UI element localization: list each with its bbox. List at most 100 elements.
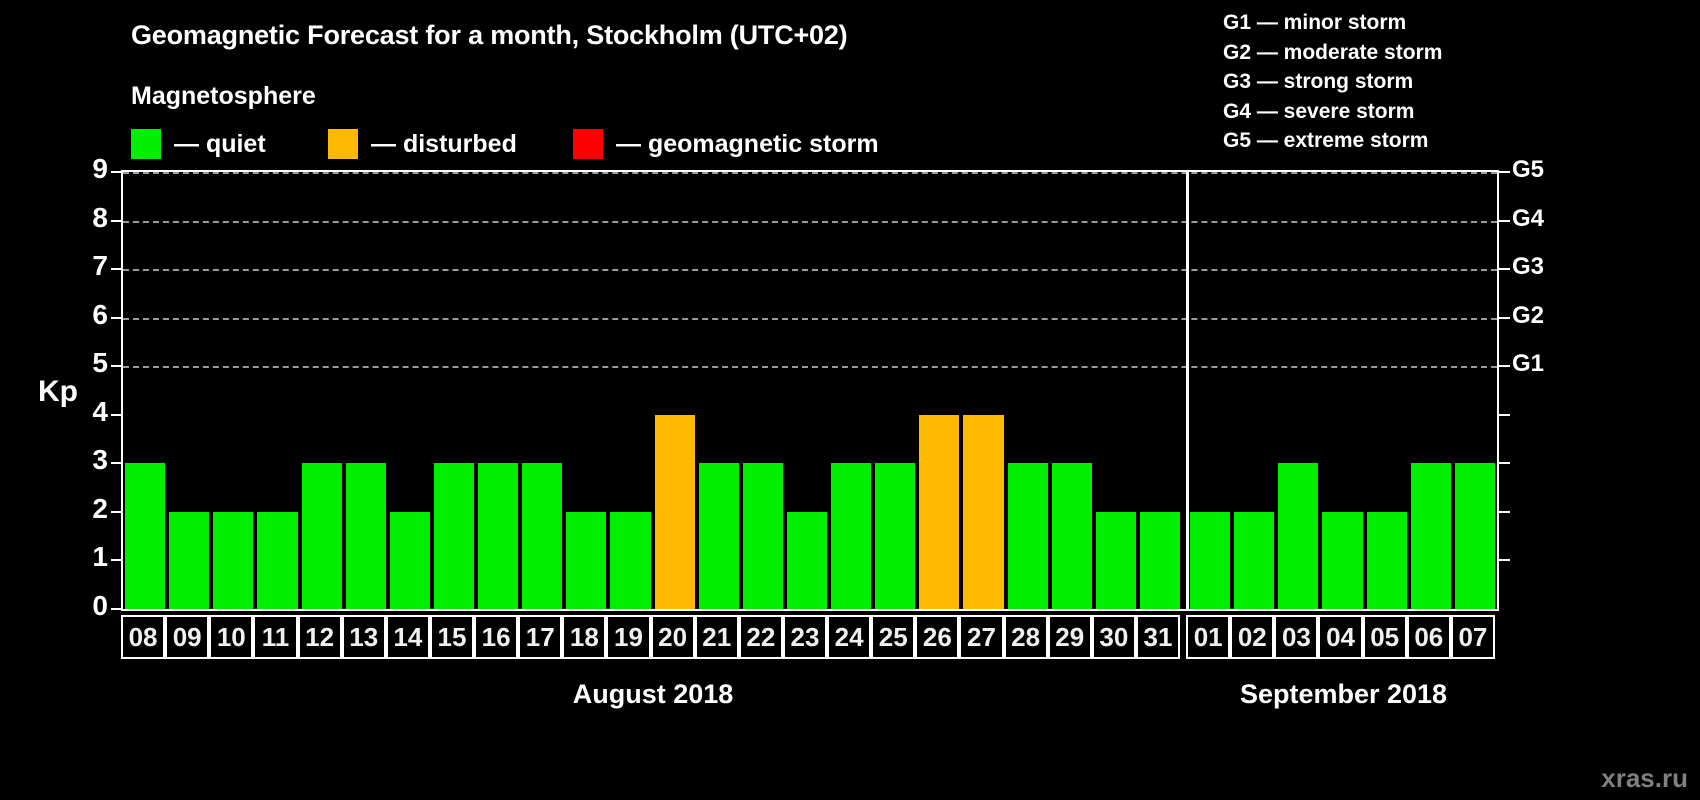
- bar-25: [875, 463, 916, 609]
- date-label-14: 14: [385, 615, 430, 659]
- y-axis-label: Kp: [38, 375, 78, 408]
- bar-11: [257, 511, 298, 609]
- date-label-25: 25: [871, 615, 916, 659]
- date-label-20: 20: [650, 615, 695, 659]
- legend-item-2: — geomagnetic storm: [573, 128, 879, 160]
- date-label-17: 17: [518, 615, 563, 659]
- y-tick-label-5: 5: [92, 347, 108, 379]
- legend-swatch-icon: [573, 129, 603, 159]
- subtitle-magnetosphere: Magnetosphere: [131, 82, 316, 110]
- y-tick-mark-4: [111, 413, 123, 416]
- bar-14: [389, 511, 430, 609]
- date-label-31: 31: [1135, 615, 1181, 659]
- y-tick-label-8: 8: [92, 201, 108, 233]
- bar-13: [345, 463, 386, 609]
- legend-label: — geomagnetic storm: [616, 129, 879, 158]
- bar-23: [786, 511, 828, 609]
- date-label-24: 24: [827, 615, 872, 659]
- g-minor-tick-kp-4: [1499, 413, 1510, 416]
- bar-30: [1095, 511, 1136, 609]
- date-label-09: 09: [165, 615, 210, 659]
- bar-01: [1190, 511, 1231, 609]
- bar-16: [478, 463, 519, 609]
- bar-28: [1007, 463, 1048, 609]
- y-tick-label-3: 3: [92, 444, 108, 476]
- g-scale-legend: G1 — minor storm G2 — moderate storm G3 — …: [1223, 8, 1442, 156]
- bar-06: [1410, 463, 1451, 609]
- bar-10: [213, 511, 254, 609]
- date-label-04: 04: [1318, 615, 1363, 659]
- date-label-10: 10: [209, 615, 254, 659]
- date-label-18: 18: [562, 615, 607, 659]
- bar-20: [654, 414, 695, 609]
- gridline-kp-8: [123, 220, 1497, 223]
- month-caption-0: August 2018: [572, 679, 734, 709]
- legend-swatch-icon: [131, 129, 161, 159]
- g-minor-tick-kp-3: [1499, 462, 1510, 465]
- y-tick-mark-9: [111, 171, 123, 173]
- g-minor-tick-kp-1: [1499, 559, 1510, 562]
- gscale-row-2: G2 — moderate storm: [1223, 40, 1443, 64]
- bar-08: [125, 463, 166, 609]
- g-tick-label-G1: G1: [1512, 350, 1545, 378]
- y-tick-mark-7: [111, 268, 123, 271]
- g-tick-label-G4: G4: [1512, 204, 1545, 232]
- date-label-28: 28: [1003, 615, 1048, 659]
- date-label-01: 01: [1186, 615, 1231, 659]
- date-label-03: 03: [1274, 615, 1319, 659]
- y-tick-label-2: 2: [92, 492, 108, 524]
- gridline-kp-9: [123, 172, 1497, 174]
- bar-07: [1454, 463, 1495, 609]
- month-caption-1: September 2018: [1239, 679, 1448, 709]
- gridline-kp-5: [123, 366, 1497, 369]
- date-label-08: 08: [121, 615, 166, 659]
- y-tick-label-1: 1: [92, 541, 108, 573]
- date-label-12: 12: [297, 615, 342, 659]
- date-label-21: 21: [694, 615, 739, 659]
- date-label-11: 11: [253, 615, 298, 659]
- date-label-26: 26: [915, 615, 960, 659]
- date-label-15: 15: [429, 615, 475, 659]
- y-tick-label-7: 7: [92, 250, 108, 282]
- y-tick-mark-8: [111, 219, 123, 222]
- bar-26: [919, 414, 960, 609]
- g-tick-label-G5: G5: [1512, 156, 1545, 183]
- bar-09: [169, 511, 210, 609]
- date-label-19: 19: [606, 615, 651, 659]
- date-label-30: 30: [1091, 615, 1136, 659]
- bar-18: [566, 511, 607, 609]
- date-label-27: 27: [959, 615, 1004, 659]
- gscale-row-5: G5 — extreme storm: [1223, 129, 1429, 152]
- bar-17: [522, 463, 563, 609]
- y-tick-mark-2: [111, 510, 123, 513]
- gscale-row-1: G1 — minor storm: [1223, 11, 1407, 34]
- y-tick-mark-0: [111, 608, 123, 610]
- y-tick-label-0: 0: [92, 590, 108, 621]
- legend-swatch-icon: [328, 129, 358, 159]
- g-tick-label-G3: G3: [1512, 253, 1545, 281]
- bar-29: [1051, 463, 1092, 609]
- gridline-kp-6: [123, 317, 1497, 320]
- y-tick-mark-3: [111, 462, 123, 465]
- y-tick-mark-1: [111, 559, 123, 562]
- month-separator: [1185, 172, 1189, 609]
- bar-19: [610, 511, 651, 609]
- date-label-22: 22: [738, 615, 783, 659]
- date-label-02: 02: [1230, 615, 1275, 659]
- g-tick-label-G2: G2: [1512, 301, 1545, 329]
- bar-21: [698, 463, 739, 609]
- bar-31: [1139, 511, 1181, 609]
- bar-05: [1366, 511, 1407, 609]
- date-label-07: 07: [1450, 615, 1495, 659]
- g-tick-mark-G5: [1499, 171, 1510, 173]
- legend-label: — quiet: [174, 129, 266, 158]
- bar-02: [1234, 511, 1275, 609]
- g-tick-mark-G3: [1499, 268, 1510, 271]
- gscale-row-3: G3 — strong storm: [1223, 70, 1414, 93]
- y-tick-label-9: 9: [92, 153, 108, 184]
- y-tick-label-6: 6: [92, 298, 108, 330]
- bar-04: [1322, 511, 1363, 609]
- g-minor-tick-kp-2: [1499, 510, 1510, 513]
- date-label-23: 23: [782, 615, 828, 659]
